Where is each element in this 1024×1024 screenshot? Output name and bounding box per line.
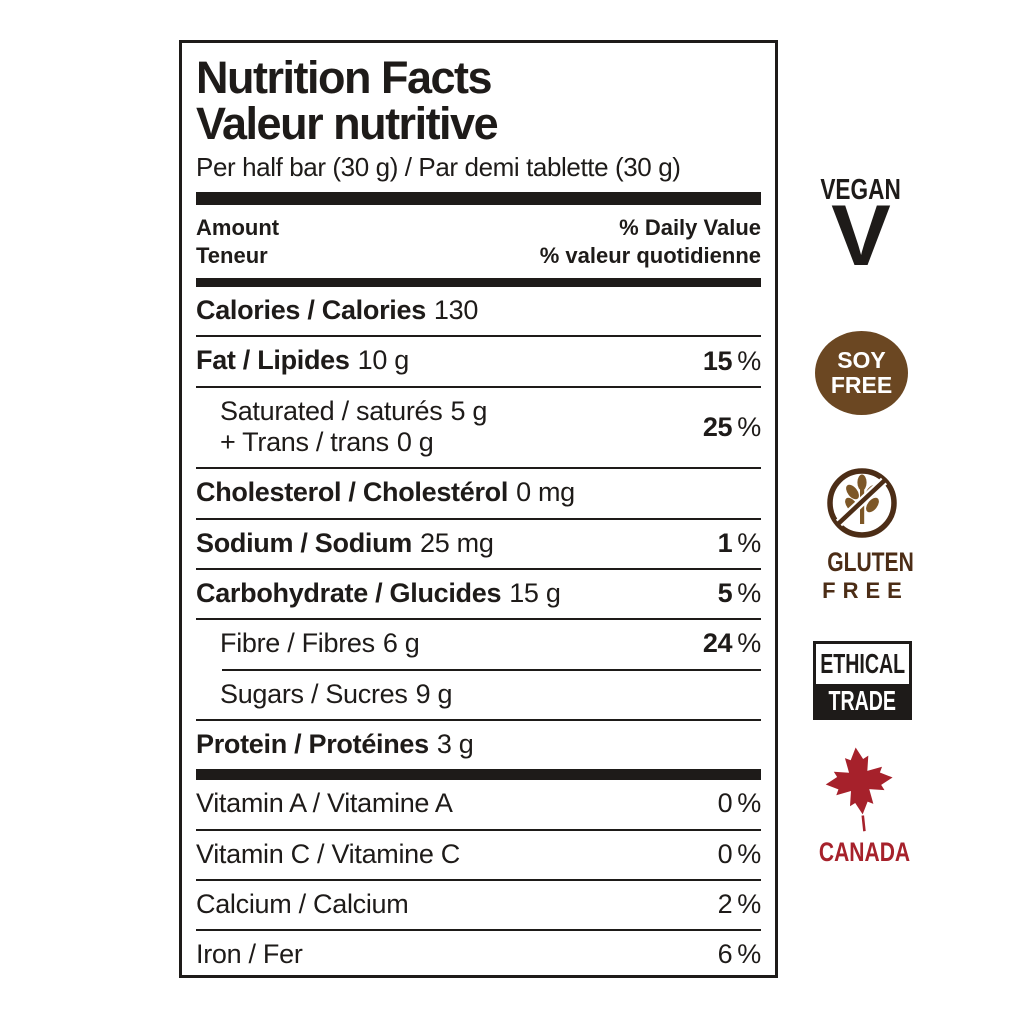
- vitamin-a-name: Vitamin A / Vitamine A: [196, 788, 453, 819]
- calcium-daily-value: 2%: [717, 889, 762, 919]
- divider-thick-header: [196, 278, 761, 288]
- fibre-amount: 6 g: [382, 628, 420, 659]
- separator-after-vitamin-a: [196, 828, 761, 831]
- ethical-trade-line2: TRADE: [828, 684, 897, 716]
- gluten-free-wheat-icon: [827, 468, 897, 538]
- nutrition-facts-label: Nutrition Facts Valeur nutritive Per hal…: [179, 40, 778, 978]
- serving-size: Per half bar (30 g) / Par demi tablette …: [196, 151, 681, 182]
- nutrient-row-protein: Protein / Protéines 3 g: [196, 721, 761, 769]
- nutrient-row-fibre: Fibre / Fibres 6 g 24%: [196, 620, 761, 668]
- canada-label: CANADA: [818, 837, 911, 867]
- separator-after-fat: [196, 385, 761, 388]
- sodium-daily-value: 1%: [717, 527, 762, 558]
- sugars-amount: 9 g: [415, 678, 453, 709]
- saturated-trans-amount: 5 g: [450, 395, 488, 426]
- separator-after-calories: [196, 335, 761, 338]
- ethical-trade-line1: ETHICAL: [820, 648, 905, 679]
- nutrient-row-vitamin-c: Vitamin C / Vitamine C 0%: [196, 831, 761, 879]
- separator-after-protein: [196, 769, 761, 781]
- amount-header-fr: Teneur: [196, 242, 268, 268]
- daily-value-header-fr: % valeur quotidienne: [539, 242, 761, 268]
- nutrient-row-calcium: Calcium / Calcium 2%: [196, 881, 761, 929]
- iron-name: Iron / Fer: [196, 939, 303, 970]
- fat-daily-value: 15%: [702, 345, 761, 376]
- carbohydrate-amount: 15 g: [509, 577, 561, 608]
- nutrient-row-fat: Fat / Lipides 10 g 15%: [196, 337, 761, 385]
- nutrient-row-saturated-trans: Saturated / saturés 5 g + Trans / trans 0 g…: [196, 388, 761, 468]
- separator-after-sodium: [196, 567, 761, 570]
- divider-thick-top: [196, 191, 761, 205]
- ethical-trade-badge: ETHICAL TRADE: [813, 641, 912, 720]
- separator-after-cholesterol: [196, 517, 761, 520]
- saturated-trans-name: + Trans / trans: [220, 427, 389, 458]
- saturated-trans-amount: 0 g: [396, 427, 434, 458]
- vegan-badge: VEGAN V: [808, 174, 914, 284]
- iron-daily-value: 6%: [717, 939, 762, 970]
- separator-after-fibre: [222, 668, 761, 671]
- calories-name: Calories / Calories: [196, 295, 426, 326]
- sugars-name: Sugars / Sucres: [220, 678, 408, 709]
- nutrient-row-calories: Calories / Calories 130: [196, 287, 761, 335]
- separator-after-sugars: [196, 718, 761, 721]
- saturated-trans-name: Saturated / saturés: [220, 395, 443, 426]
- gluten-free-line2: FREE: [822, 578, 909, 603]
- carbohydrate-name: Carbohydrate / Glucides: [196, 577, 502, 608]
- nutrient-row-iron: Iron / Fer 6%: [196, 931, 761, 979]
- nutrient-row-vitamin-a: Vitamin A / Vitamine A 0%: [196, 780, 761, 828]
- gluten-free-badge: GLUTEN FREE: [815, 464, 914, 603]
- separator-after-carbohydrate: [196, 618, 761, 621]
- nutrient-rows: Calories / Calories 130 Fat / Lipides 10 g 1…: [196, 287, 761, 979]
- fat-name: Fat / Lipides: [196, 345, 350, 376]
- canada-badge: CANADA: [806, 744, 914, 866]
- vitamin-a-daily-value: 0%: [717, 788, 762, 819]
- daily-value-header-en: % Daily Value: [619, 214, 761, 240]
- protein-name: Protein / Protéines: [196, 728, 429, 759]
- amount-dv-header: Amount % Daily Value Teneur % valeur quo…: [196, 205, 761, 278]
- nutrient-row-carbohydrate: Carbohydrate / Glucides 15 g 5%: [196, 570, 761, 618]
- separator-after-saturated-trans: [196, 467, 761, 470]
- vegan-v-icon: V: [831, 188, 891, 284]
- calories-amount: 130: [433, 295, 479, 326]
- separator-after-vitamin-c: [196, 878, 761, 881]
- gluten-free-line1: GLUTEN: [827, 547, 914, 577]
- fibre-daily-value: 24%: [702, 628, 761, 659]
- cholesterol-name: Cholesterol / Cholestérol: [196, 477, 509, 508]
- soy-free-line1: SOY: [837, 346, 886, 373]
- fibre-name: Fibre / Fibres: [220, 628, 375, 659]
- maple-leaf-icon: [825, 747, 893, 832]
- sodium-name: Sodium / Sodium: [196, 527, 412, 558]
- amount-header-en: Amount: [196, 214, 280, 240]
- nutrient-row-sugars: Sugars / Sucres 9 g: [196, 671, 761, 719]
- saturated-trans-daily-value: 25%: [702, 411, 761, 442]
- nutrient-row-sodium: Sodium / Sodium 25 mg 1%: [196, 520, 761, 568]
- carbohydrate-daily-value: 5%: [717, 578, 762, 609]
- vitamin-c-daily-value: 0%: [717, 838, 762, 869]
- calcium-name: Calcium / Calcium: [196, 888, 409, 919]
- label-title-fr: Valeur nutritive: [196, 97, 499, 149]
- label-title-en: Nutrition Facts: [196, 52, 493, 103]
- sodium-amount: 25 mg: [420, 527, 494, 558]
- nutrient-row-cholesterol: Cholesterol / Cholestérol 0 mg: [196, 469, 761, 517]
- separator-after-calcium: [196, 929, 761, 932]
- vegan-label: VEGAN: [820, 174, 902, 206]
- vitamin-c-name: Vitamin C / Vitamine C: [196, 838, 461, 869]
- soy-free-line2: FREE: [830, 372, 893, 398]
- soy-free-badge: SOY FREE: [815, 331, 908, 415]
- fat-amount: 10 g: [357, 345, 410, 376]
- cholesterol-amount: 0 mg: [516, 477, 575, 508]
- protein-amount: 3 g: [436, 728, 474, 759]
